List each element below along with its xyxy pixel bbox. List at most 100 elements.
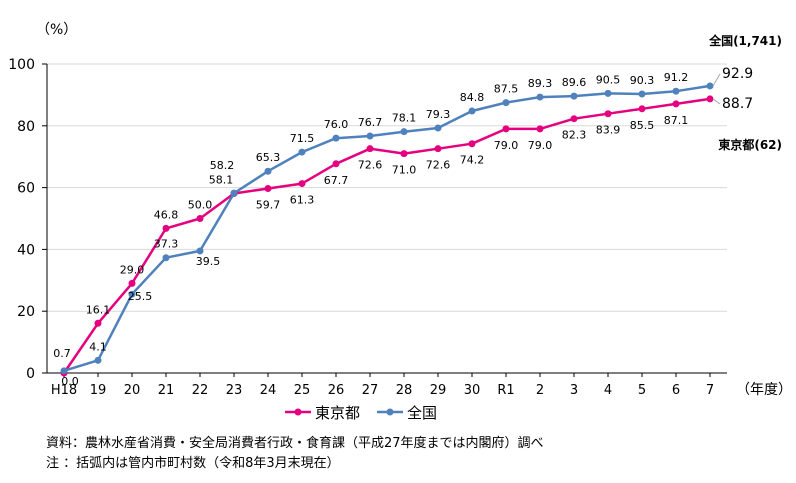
data-point <box>502 99 510 107</box>
y-tick-label: 20 <box>17 304 35 320</box>
end-value-label: 92.9 <box>722 66 753 82</box>
y-tick-label: 60 <box>17 181 35 197</box>
legend: 東京都 全国 <box>285 404 437 422</box>
data-label: 71.0 <box>392 164 417 177</box>
legend-marker <box>294 408 302 416</box>
data-label: 50.0 <box>188 199 213 212</box>
data-point <box>196 215 204 222</box>
end-value-label: 88.7 <box>722 96 753 112</box>
data-label: 87.1 <box>664 114 689 127</box>
x-tick-label: 22 <box>192 383 209 398</box>
leader-line <box>712 98 721 105</box>
y-tick-label: 40 <box>17 242 35 258</box>
data-point <box>264 167 272 175</box>
data-point <box>536 93 544 101</box>
data-label: 89.3 <box>528 77 553 90</box>
data-point <box>230 189 238 197</box>
data-label: 79.0 <box>528 139 553 152</box>
series-line <box>63 84 711 372</box>
data-point <box>672 100 680 108</box>
data-label: 72.6 <box>426 159 451 172</box>
data-label: 71.5 <box>290 132 315 145</box>
legend-marker <box>386 408 394 416</box>
data-point <box>570 92 578 100</box>
y-tick-label: 80 <box>17 119 35 135</box>
data-label: 67.7 <box>324 174 349 187</box>
data-point <box>434 145 442 153</box>
data-label: 74.2 <box>460 154 485 167</box>
data-point <box>502 125 510 133</box>
series-end-name: 全国(1,741) <box>708 33 782 48</box>
data-label: 0.0 <box>61 375 79 388</box>
footnote: 注 ：括弧内は管内市町村数（令和8年3月末現在） <box>46 456 340 471</box>
x-tick-label: 5 <box>638 383 646 398</box>
data-point <box>332 160 340 168</box>
data-point <box>332 134 340 142</box>
data-point <box>366 145 374 153</box>
data-point <box>468 107 476 115</box>
data-label: 79.3 <box>426 108 451 121</box>
data-label: 82.3 <box>562 129 587 142</box>
data-label: 91.2 <box>664 71 689 84</box>
x-tick-label: 4 <box>604 383 612 398</box>
y-tick-label: 100 <box>8 57 35 73</box>
x-tick-label: 3 <box>570 383 578 398</box>
data-point <box>298 148 306 156</box>
data-point <box>94 319 102 327</box>
data-point <box>604 110 612 118</box>
data-label: 83.9 <box>596 124 621 137</box>
data-point <box>162 224 170 232</box>
data-label: 78.1 <box>392 112 417 125</box>
leader-line <box>712 73 721 87</box>
data-label: 79.0 <box>494 139 519 152</box>
data-label: 59.7 <box>256 199 281 212</box>
data-point <box>706 82 714 90</box>
data-point <box>400 128 408 136</box>
x-tick-label: 6 <box>672 383 680 398</box>
data-label: 76.0 <box>324 118 349 131</box>
data-point <box>128 279 136 287</box>
x-tick-label: H18 <box>51 383 77 398</box>
data-label: 65.3 <box>256 151 281 164</box>
x-axis-unit: （年度） <box>736 382 792 398</box>
data-label: 61.3 <box>290 194 315 207</box>
series-end-labels: 88.7 東京都(62) 92.9 全国(1,741) <box>708 33 782 152</box>
gridlines <box>47 63 727 312</box>
data-label: 87.5 <box>494 83 519 96</box>
data-point <box>128 290 136 298</box>
data-point <box>60 367 68 375</box>
data-point <box>196 247 204 255</box>
series-end-name: 東京都(62) <box>718 137 782 152</box>
x-tick-label: 7 <box>706 383 714 398</box>
data-point <box>536 125 544 133</box>
x-tick-label: 25 <box>294 383 311 398</box>
data-point <box>94 356 102 364</box>
y-axis-label: （%） <box>36 22 77 38</box>
data-label: 90.3 <box>630 74 655 87</box>
data-label: 0.7 <box>53 347 71 360</box>
x-tick-label: R1 <box>497 383 514 398</box>
data-point <box>672 87 680 95</box>
series-lines <box>60 82 714 377</box>
legend-label: 全国 <box>407 404 437 422</box>
data-label: 58.2 <box>210 159 235 172</box>
x-tick-label: 19 <box>90 383 107 398</box>
data-label: 37.3 <box>154 238 179 251</box>
series-line <box>62 97 711 374</box>
x-tick-label: 28 <box>396 383 413 398</box>
data-point <box>570 115 578 123</box>
data-label: 25.5 <box>128 290 153 303</box>
data-label: 89.6 <box>562 76 587 89</box>
data-label: 76.7 <box>358 116 383 129</box>
data-label: 46.8 <box>154 208 179 221</box>
axes <box>46 64 727 374</box>
source-note: 資料：農林水産省消費・安全局消費者行政・食育課（平成27年度までは内閣府）調べ <box>46 436 544 451</box>
x-axis-ticks: H18 19 20 21 22 23 24 25 26 27 28 29 30 R1 2 3 4 5 6 7 <box>51 373 714 398</box>
data-point <box>434 124 442 132</box>
y-tick-label: 0 <box>26 366 35 382</box>
x-tick-label: 23 <box>226 383 243 398</box>
y-axis-ticks: 0 20 40 60 80 100 <box>8 57 47 382</box>
x-tick-label: 29 <box>430 383 447 398</box>
legend-label: 東京都 <box>315 404 360 422</box>
